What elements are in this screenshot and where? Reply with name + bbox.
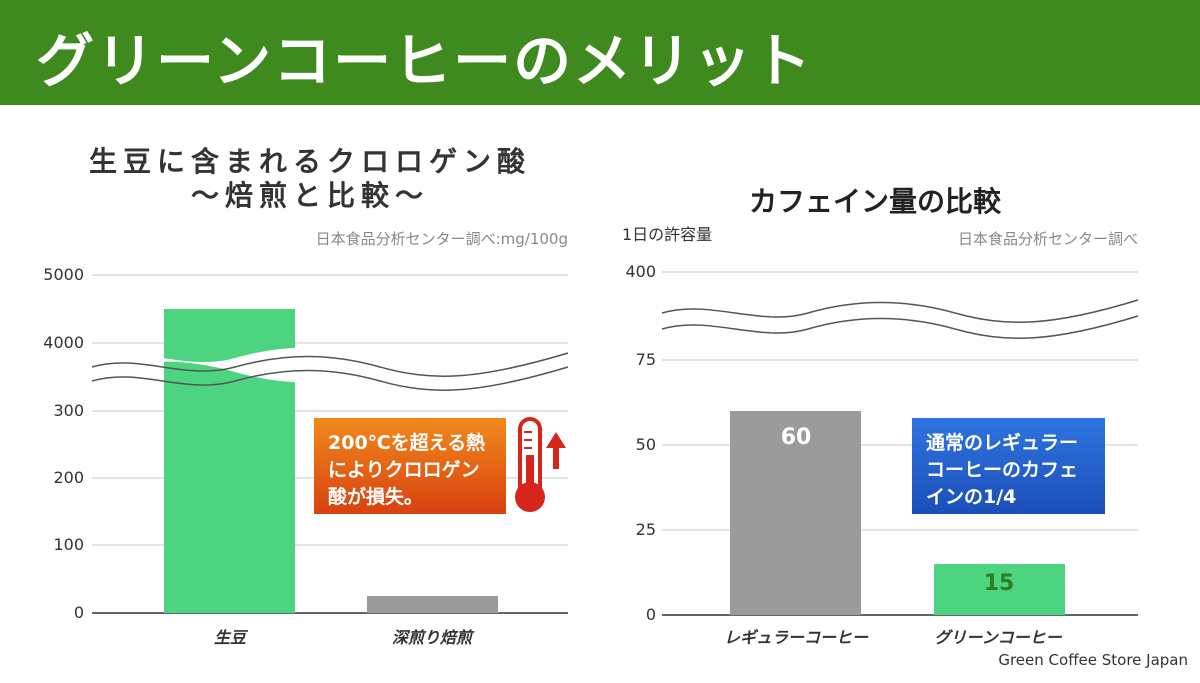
right-tick-label: 25 [635,520,656,539]
left-bar-dark-roast [367,596,498,613]
left-category-label: 生豆 [213,628,246,647]
left-tick-label: 0 [73,603,84,622]
right-category-label: グリーンコーヒー [934,628,1062,647]
right-chart-source: 日本食品分析センター調べ [957,230,1138,248]
left-tick-label: 300 [53,401,84,420]
right-tick-label: 50 [635,435,656,454]
left-break-line-top [91,352,569,377]
up-arrow-icon [546,432,566,469]
header-banner: グリーンコーヒーのメリット [0,0,1200,105]
thermometer-icon [515,417,545,512]
right-category-label: レギュラーコーヒー [723,628,868,647]
left-chart-subtitle: 〜焙煎と比較〜 [190,179,429,212]
left-tick-label: 5000 [43,265,84,284]
right-bar-regular-coffee [730,411,861,615]
right-break-line-top [661,299,1139,324]
right-chart-title: カフェイン量の比較 [748,185,1001,218]
left-chart-title: 生豆に含まれるクロロゲン酸 [88,145,531,178]
left-callout: 200℃を超える熱によりクロロゲン酸が損失。 [314,418,506,514]
left-chart-source: 日本食品分析センター調べ:mg/100g [315,230,568,248]
left-break-line-bottom [91,366,569,391]
right-tick-label: 75 [635,350,656,369]
right-callout: 通常のレギュラーコーヒーのカフェインの1/4 [912,418,1105,514]
right-bar-green-coffee [934,564,1065,615]
left-tick-label: 200 [53,468,84,487]
left-tick-label: 4000 [43,333,84,352]
page-title: グリーンコーヒーのメリット [36,27,814,95]
right-bar-value-label: 15 [984,571,1015,596]
left-category-label: 深煎り焙煎 [391,628,472,647]
right-chart-unit-label: 1日の許容量 [622,225,713,244]
right-tick-label: 400 [625,262,656,281]
footer-credit: Green Coffee Store Japan [998,651,1188,669]
left-tick-label: 100 [53,535,84,554]
right-tick-label: 0 [645,605,656,624]
right-bar-value-label: 60 [781,425,812,450]
left-axis-break [92,347,568,383]
right-break-line-bottom [661,315,1139,340]
